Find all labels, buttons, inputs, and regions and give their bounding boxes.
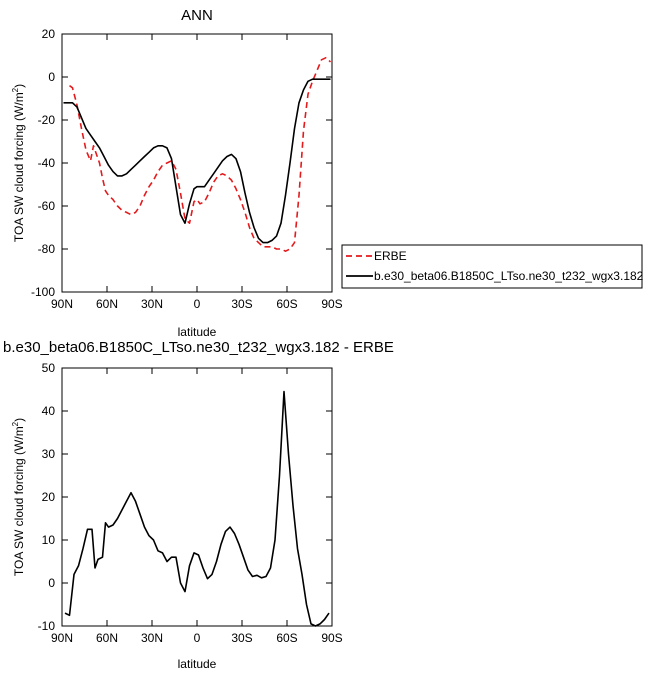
x-tick-label: 60S [276,631,297,645]
axis-ticks: 90N 60N 30N 0 30S 60S 90S 50 40 30 20 10 0 -10 [38,361,343,645]
x-tick-label: 30N [141,297,163,311]
x-tick-label: 30N [141,631,163,645]
legend-box [341,244,643,289]
y-axis-label-superscript: 2 [11,421,20,426]
y-tick-label: -60 [38,199,56,213]
axis-ticks: 90N 60N 30N 0 30S 60S 90S 20 0 -20 -40 -60 -80 -100 [31,27,343,311]
y-tick-label: -100 [31,285,55,299]
y-tick-label: -80 [38,242,56,256]
chart-title: b.e30_beta06.B1850C_LTso.ne30_t232_wgx3.… [3,339,394,356]
x-tick-label: 90N [51,631,73,645]
x-tick-label: 30S [231,297,252,311]
chart-title: ANN [181,7,213,24]
legend-label-model: b.e30_beta06.B1850C_LTso.ne30_t232_wgx3.… [374,269,644,283]
y-axis-label-text: TOA SW cloud forcing (W/m [12,92,26,242]
y-tick-label: 20 [42,490,56,504]
series-lines [63,56,332,252]
series-line-model [63,78,331,244]
legend: ERBE b.e30_beta06.B1850C_LTso.ne30_t232_… [341,244,644,289]
y-tick-label: 30 [42,447,56,461]
y-tick-label: 0 [48,70,55,84]
y-tick-label: 20 [42,27,56,41]
y-tick-label: -40 [38,156,56,170]
y-axis-label: TOA SW cloud forcing (W/m2) [11,84,26,242]
y-tick-label: 40 [42,404,56,418]
y-tick-label: 10 [42,533,56,547]
difference-panel: b.e30_beta06.B1850C_LTso.ne30_t232_wgx3.… [3,339,394,671]
x-axis-label: latitude [178,325,217,339]
y-axis-label-close: ) [12,418,26,422]
x-tick-label: 30S [231,631,252,645]
x-tick-label: 60N [96,297,118,311]
y-tick-label: 0 [48,576,55,590]
x-axis-label: latitude [178,657,217,671]
series-lines [64,390,330,627]
x-tick-label: 0 [194,297,201,311]
annual-mean-panel: ANN 90N 60N 30N 0 30S 60S 90S 20 0 -20 -40 -60 -80 -1… [11,7,343,339]
y-tick-label: 50 [42,361,56,375]
series-line-erbe [69,56,332,252]
plot-frame [61,33,333,293]
y-axis-label: TOA SW cloud forcing (W/m2) [11,418,26,576]
x-tick-label: 0 [194,631,201,645]
x-tick-label: 90N [51,297,73,311]
legend-label-erbe: ERBE [374,249,407,263]
x-tick-label: 60S [276,297,297,311]
y-axis-label-close: ) [12,84,26,88]
y-tick-label: -20 [38,113,56,127]
x-tick-label: 90S [321,297,342,311]
series-line-difference [64,390,330,627]
y-tick-label: -10 [38,619,56,633]
y-axis-label-text: TOA SW cloud forcing (W/m [12,426,26,576]
y-axis-label-superscript: 2 [11,87,20,92]
x-tick-label: 90S [321,631,342,645]
x-tick-label: 60N [96,631,118,645]
